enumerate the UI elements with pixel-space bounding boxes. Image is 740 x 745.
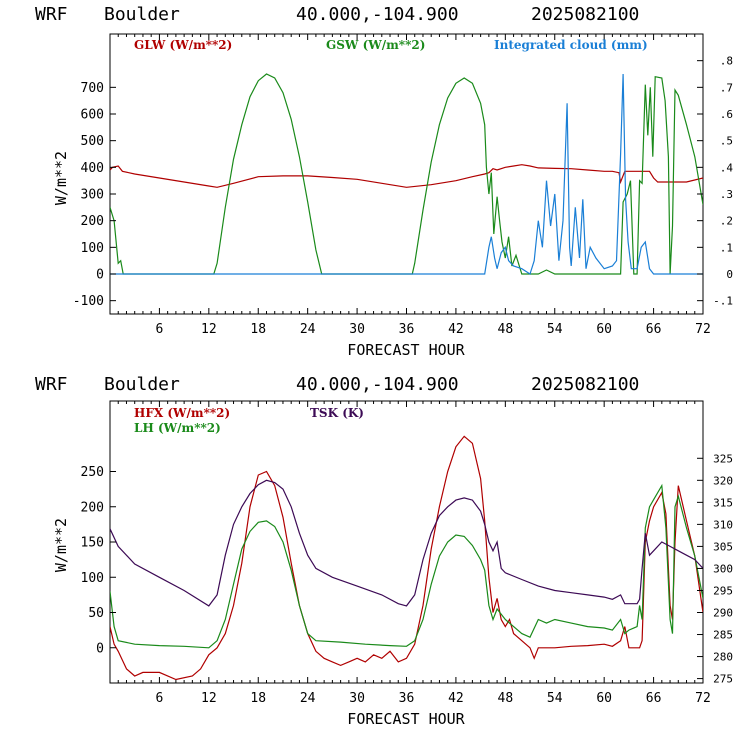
panel2-legend-hfx: HFX (W/m**2): [134, 406, 230, 420]
panel2-station: Boulder: [104, 374, 180, 395]
panel1-ytick-label: 500: [81, 134, 104, 149]
panel1-date: 2025082100: [531, 4, 639, 25]
panel2-xtick-label: 54: [547, 691, 563, 706]
panel2-ylabel: W/m**2: [52, 518, 70, 572]
panel1-legend-gsw: GSW (W/m**2): [326, 38, 425, 52]
panel1-y2tick-label: .6: [720, 108, 733, 121]
panel1-chart: 6 12 18 24 30 36 42 48 54 60 66 72 -100 0 100 200 300 40…: [52, 33, 734, 359]
panel1-legend-cloud: Integrated cloud (mm): [494, 38, 648, 52]
panel2-xtick-label: 60: [596, 691, 612, 706]
panel1-series-gsw: [110, 73, 703, 275]
panel1-y2tick-label: -.1: [713, 295, 733, 308]
panel2-xtick-label: 24: [300, 691, 316, 706]
panel1-xtick-label: 48: [498, 322, 514, 337]
panel2-y2tick-label: 305: [713, 540, 733, 553]
panel2-y2tick-label: 295: [713, 584, 733, 597]
panel1-ytick-label: -100: [73, 294, 104, 309]
panel2-y2tick-label: 290: [713, 607, 733, 620]
panel2-y2tick-label: 320: [713, 474, 733, 487]
panel1-coords: 40.000,-104.900: [296, 4, 459, 25]
panel2-y2tick-label: 280: [713, 651, 733, 664]
panel2-xtick-label: 18: [250, 691, 266, 706]
panel2-series-tsk: [110, 479, 703, 607]
panel2-xtick-label: 72: [695, 691, 711, 706]
panel1-ytick-label: 200: [81, 214, 104, 229]
panel2-legend-tsk: TSK (K): [310, 406, 364, 420]
panel1-xtick-label: 42: [448, 322, 464, 337]
panel2-date: 2025082100: [531, 374, 639, 395]
panel2-y2tick-label: 285: [713, 629, 733, 642]
panel1-model: WRF: [35, 4, 68, 25]
panel1-ytick-label: 100: [81, 241, 104, 256]
panel2-ytick-label: 0: [96, 641, 104, 656]
panel2-y2tick-label: 315: [713, 496, 733, 509]
panel2-xtick-label: 42: [448, 691, 464, 706]
panel1-xtick-label: 54: [547, 322, 563, 337]
panel2-xtick-label: 12: [201, 691, 217, 706]
panel2-xtick-label: 30: [349, 691, 365, 706]
panel1-xtick-label: 6: [156, 322, 164, 337]
panel1-ytick-label: 0: [96, 268, 104, 283]
panel2-xtick-label: 36: [399, 691, 415, 706]
panel2-series-hfx: [110, 435, 703, 681]
panel1-y2tick-label: .4: [720, 161, 734, 174]
panel1-xlabel: FORECAST HOUR: [347, 341, 465, 359]
panel1-xtick-label: 60: [596, 322, 612, 337]
panel1-station: Boulder: [104, 4, 180, 25]
panel1-ytick-label: 600: [81, 108, 104, 123]
panel2-ytick-label: 100: [81, 571, 104, 586]
panel1-xtick-label: 66: [646, 322, 662, 337]
panel1-legend-glw: GLW (W/m**2): [134, 38, 232, 52]
panel2-legend-lh: LH (W/m**2): [134, 421, 221, 435]
panel1-xtick-label: 24: [300, 322, 316, 337]
panel2-ytick-label: 250: [81, 465, 104, 480]
panel2-coords: 40.000,-104.900: [296, 374, 459, 395]
panel1-ylabel: W/m**2: [52, 151, 70, 205]
panel2-xtick-label: 48: [498, 691, 514, 706]
panel2-plot-frame: [109, 400, 704, 684]
panel2-y2tick-label: 300: [713, 562, 733, 575]
panel1-y2tick-label: .3: [720, 188, 733, 201]
panel1-y2tick-label: .7: [720, 81, 733, 94]
panel1-plot-frame: [109, 33, 704, 315]
panel2-model: WRF: [35, 374, 68, 395]
panel1-ytick-label: 300: [81, 188, 104, 203]
panel1-series-glw: [110, 164, 703, 188]
panel2-chart: 6 12 18 24 30 36 42 48 54 60 66 72 050100150200250 …: [52, 400, 733, 728]
panel1-header: WRF Boulder 40.000,-104.900 2025082100: [35, 4, 639, 25]
panel1-series-integrated: [110, 73, 703, 275]
panel1-y2tick-label: .1: [720, 241, 733, 254]
panel1-xtick-label: 36: [399, 322, 415, 337]
panel2-y2tick-label: 310: [713, 518, 733, 531]
panel2-series-lh: [110, 483, 703, 649]
panel2-y2tick-label: 275: [713, 673, 733, 686]
panel1-xtick-label: 72: [695, 322, 711, 337]
panel1-xtick-label: 12: [201, 322, 217, 337]
panel2-ytick-label: 150: [81, 536, 104, 551]
panel2-xtick-label: 6: [156, 691, 164, 706]
panel1-y2tick-label: 0: [726, 268, 733, 281]
panel2-y2tick-label: 325: [713, 452, 733, 465]
panel2-ytick-label: 50: [88, 606, 104, 621]
panel1-y2tick-label: .8: [720, 55, 733, 68]
panel1-ytick-label: 400: [81, 161, 104, 176]
panel1-xtick-label: 30: [349, 322, 365, 337]
panel2-xtick-label: 66: [646, 691, 662, 706]
panel1-xtick-label: 18: [250, 322, 266, 337]
panel1-ytick-label: 700: [81, 81, 104, 96]
panel1-y2tick-label: .2: [720, 215, 733, 228]
panel1-y2tick-label: .5: [720, 135, 733, 148]
panel2-header: WRF Boulder 40.000,-104.900 2025082100: [35, 374, 639, 395]
panel2-xlabel: FORECAST HOUR: [347, 710, 465, 728]
panel2-ytick-label: 200: [81, 500, 104, 515]
